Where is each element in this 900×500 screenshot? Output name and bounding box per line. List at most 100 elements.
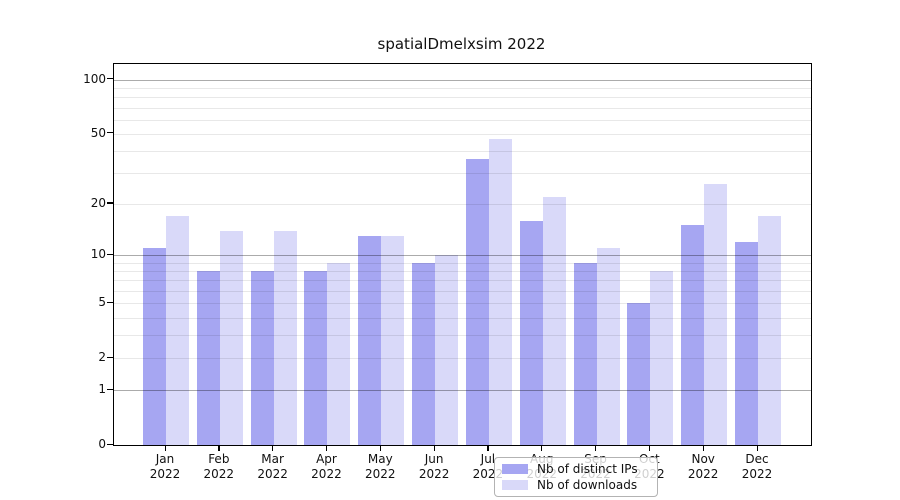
year-label: 2022 [203,467,235,481]
x-tick-mar [272,445,274,451]
x-tick-may [379,445,381,451]
minor-gridline-50 [114,133,811,135]
minor-gridline-3 [114,335,811,337]
legend-swatch-downloads [502,480,528,490]
y-tick-label-100: 100 [83,71,106,86]
y-tick-label-5: 5 [98,295,106,310]
x-tick-label-feb: Feb 2022 [191,452,247,482]
bar-jun-ips [412,262,436,445]
plot-area: Nb of distinct IPs Nb of downloads [113,63,812,497]
y-tick-label-1: 1 [98,382,106,397]
bar-dec-downloads [758,216,782,445]
x-tick-sep [595,445,597,451]
x-tick-label-mar: Mar 2022 [245,452,301,482]
bar-jul-downloads [488,138,512,445]
major-gridline-10 [114,255,811,257]
year-label: 2022 [149,467,181,481]
bar-sep-ips [573,262,597,445]
x-tick-jul [487,445,489,451]
y-tick-0 [107,443,113,445]
y-tick-1 [107,388,113,390]
bar-may-ips [358,236,382,445]
x-tick-feb [218,445,220,451]
minor-gridline-60 [114,119,811,121]
legend-row-downloads: Nb of downloads [495,478,657,492]
minor-gridline-20 [114,203,811,205]
x-tick-oct [648,445,651,451]
bar-may-downloads [381,236,405,445]
legend-label-distinct-ips: Nb of distinct IPs [537,462,638,476]
y-tick-20 [107,202,113,204]
y-tick-label-0: 0 [98,437,106,451]
bar-oct-ips [627,303,651,445]
minor-gridline-2 [114,358,811,360]
minor-gridline-70 [114,107,811,109]
bar-aug-downloads [542,196,566,445]
year-label: 2022 [311,467,342,481]
year-label: 2022 [364,467,396,481]
major-gridline-1 [114,390,811,392]
bar-sep-downloads [596,248,620,445]
year-label: 2022 [687,467,719,481]
minor-gridline-80 [114,97,811,99]
y-tick-2 [107,356,113,358]
bar-oct-downloads [650,271,674,445]
x-tick-label-dec: Dec 2022 [729,452,785,482]
x-tick-label-nov: Nov 2022 [675,452,731,482]
bar-feb-ips [196,271,220,445]
month-label: Jun [424,452,444,466]
x-tick-label-may: May 2022 [352,452,408,482]
y-tick-label-10: 10 [90,247,106,262]
legend-label-downloads: Nb of downloads [537,478,638,492]
bar-nov-ips [681,225,705,445]
y-tick-label-50: 50 [90,125,106,140]
chart-title: spatialDmelxsim 2022 [377,35,546,53]
month-label: Nov [691,452,715,466]
bar-jul-ips [465,159,489,445]
x-tick-jan [164,445,166,451]
bar-feb-downloads [219,230,243,445]
bar-dec-ips [735,241,759,445]
y-tick-label-2: 2 [98,350,106,365]
minor-gridline-8 [114,271,811,273]
y-tick-100 [107,78,113,80]
minor-gridline-5 [114,303,811,305]
legend-swatch-distinct-ips [502,464,528,474]
minor-gridline-4 [114,317,811,319]
bar-mar-downloads [273,230,297,445]
bar-apr-downloads [327,262,351,445]
bar-nov-downloads [704,184,728,445]
x-tick-dec [756,445,758,451]
y-tick-50 [107,132,113,134]
x-tick-label-jun: Jun 2022 [406,452,462,482]
month-label: Jul [480,452,496,466]
year-label: 2022 [741,467,773,481]
y-tick-label-20: 20 [90,195,106,210]
bar-aug-ips [519,220,543,445]
month-label: May [367,452,393,466]
legend-row-distinct-ips: Nb of distinct IPs [495,462,657,476]
month-label: Jan [155,452,175,466]
minor-gridline-9 [114,262,811,264]
x-tick-jun [433,445,435,451]
minor-gridline-90 [114,87,811,89]
bar-apr-ips [304,271,328,445]
minor-gridline-30 [114,173,811,175]
legend: Nb of distinct IPs Nb of downloads [494,457,658,497]
bar-jun-downloads [435,255,459,445]
x-tick-apr [325,445,328,451]
major-gridline-100 [114,79,811,81]
month-label: Apr [316,452,337,466]
x-tick-label-jan: Jan 2022 [137,452,193,482]
x-tick-aug [541,445,543,451]
x-tick-label-apr: Apr 2022 [298,452,354,482]
y-tick-10 [107,253,113,255]
minor-gridline-6 [114,290,811,292]
month-label: Dec [745,452,769,466]
bar-jan-downloads [166,216,189,445]
x-tick-nov [702,445,704,451]
year-label: 2022 [418,467,450,481]
month-label: Mar [261,452,284,466]
minor-gridline-40 [114,150,811,152]
